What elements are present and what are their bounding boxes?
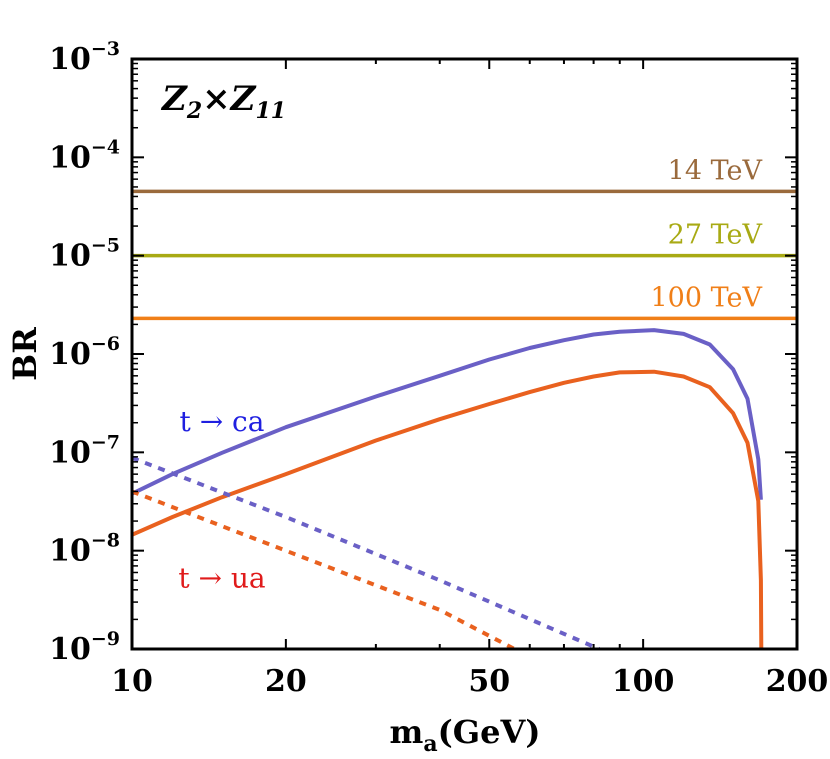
y-tick-exponent: −8 xyxy=(91,530,120,552)
y-tick-base: 10 xyxy=(49,140,91,175)
plot-frame xyxy=(130,57,799,651)
panel-label: Z2×Z11 xyxy=(160,79,286,124)
y-tick-label: 10−6 xyxy=(49,333,120,372)
y-tick-label: 10−5 xyxy=(49,235,120,274)
series-t-ca-solid xyxy=(132,328,763,500)
hline-label-27-tev: 27 TeV xyxy=(668,220,763,251)
x-axis-title: ma(GeV) xyxy=(390,713,541,757)
y-tick-base: 10 xyxy=(49,42,91,77)
y-tick-label: 10−7 xyxy=(49,431,120,470)
y-tick-label: 10−9 xyxy=(49,628,120,667)
y-tick-exponent: −4 xyxy=(91,136,120,158)
curve-label-t-ca: t → ca xyxy=(180,405,265,438)
y-tick-label: 10−3 xyxy=(49,38,120,77)
x-tick-label: 20 xyxy=(265,664,307,699)
x-tick-label: 100 xyxy=(612,664,675,699)
y-tick-base: 10 xyxy=(49,632,91,667)
y-tick-exponent: −3 xyxy=(91,38,120,60)
y-axis-title: BR xyxy=(6,327,44,381)
axis-ticks xyxy=(131,58,798,650)
y-tick-base: 10 xyxy=(49,337,91,372)
reference-line-labels: 14 TeV 27 TeV 100 TeV xyxy=(650,155,762,313)
hline-label-14-tev: 14 TeV xyxy=(668,155,763,186)
x-tick-label: 50 xyxy=(468,664,510,699)
curve-label-t-ua: t → ua xyxy=(178,562,265,595)
x-tick-label: 10 xyxy=(111,664,153,699)
curves xyxy=(132,328,764,649)
y-tick-label: 10−8 xyxy=(49,530,120,569)
series-t-ua-solid xyxy=(132,369,764,649)
reference-lines xyxy=(132,189,797,321)
y-tick-base: 10 xyxy=(49,239,91,274)
y-tick-exponent: −9 xyxy=(91,628,120,650)
y-tick-exponent: −6 xyxy=(91,333,120,355)
curve-labels: t → ca t → ua xyxy=(178,405,265,595)
hline-label-100-tev: 100 TeV xyxy=(650,282,762,313)
series-t-ca-dashed xyxy=(132,455,600,649)
y-tick-label: 10−4 xyxy=(49,136,120,175)
y-tick-base: 10 xyxy=(49,534,91,569)
x-tick-label: 200 xyxy=(766,664,829,699)
y-tick-base: 10 xyxy=(49,435,91,470)
y-tick-exponent: −7 xyxy=(91,431,120,453)
y-tick-exponent: −5 xyxy=(91,235,120,257)
